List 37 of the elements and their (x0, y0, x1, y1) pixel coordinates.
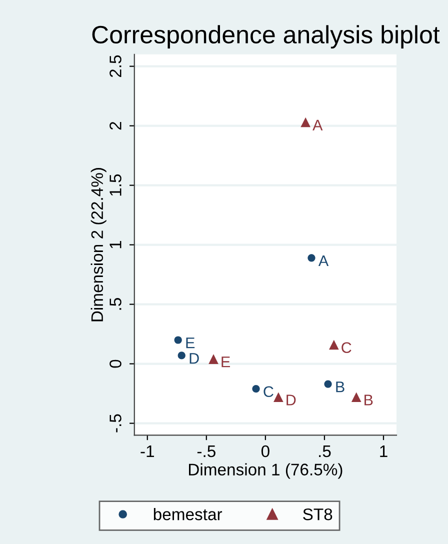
point (329, 340, 339, 350)
x-tick-label: 0 (261, 445, 270, 458)
y-tick-label: 1 (110, 240, 122, 248)
x-tick-label: -1 (140, 446, 154, 457)
x-tick-label: 1 (380, 446, 388, 457)
y-axis-title: Dimension 2 (22.4%) (90, 168, 106, 322)
point (178, 352, 186, 360)
data-label: B (364, 394, 373, 406)
x-tick-label: -.5 (197, 446, 216, 458)
data-label: C (264, 386, 274, 398)
data-label: C (342, 342, 352, 354)
point (274, 392, 284, 402)
legend-label: ST8 (303, 508, 332, 520)
legend-label: bemestar (154, 508, 222, 520)
y-tick-label: -.5 (110, 414, 122, 432)
point (208, 354, 218, 364)
point (174, 336, 182, 344)
data-label: D (286, 394, 296, 406)
y-tick-label: 1.5 (110, 174, 122, 196)
data-label: E (186, 338, 195, 348)
point (300, 117, 310, 128)
data-label: A (318, 255, 329, 266)
x-axis-title: Dimension 1 (76.5%) (189, 463, 342, 479)
data-label: D (190, 353, 199, 364)
y-tick-label: 2 (110, 122, 122, 130)
data-label: A (312, 120, 323, 130)
chart-title: Correspondence analysis biplot (92, 25, 440, 48)
x-tick-label: .5 (319, 446, 331, 458)
data-label: E (222, 356, 230, 368)
point (252, 384, 260, 393)
y-tick-label: .5 (110, 298, 122, 310)
y-tick-label: 0 (110, 360, 122, 368)
point (324, 380, 332, 388)
data-label: B (336, 382, 344, 392)
y-tick-label: 2.5 (110, 55, 122, 78)
point (308, 254, 316, 262)
point (351, 392, 362, 402)
